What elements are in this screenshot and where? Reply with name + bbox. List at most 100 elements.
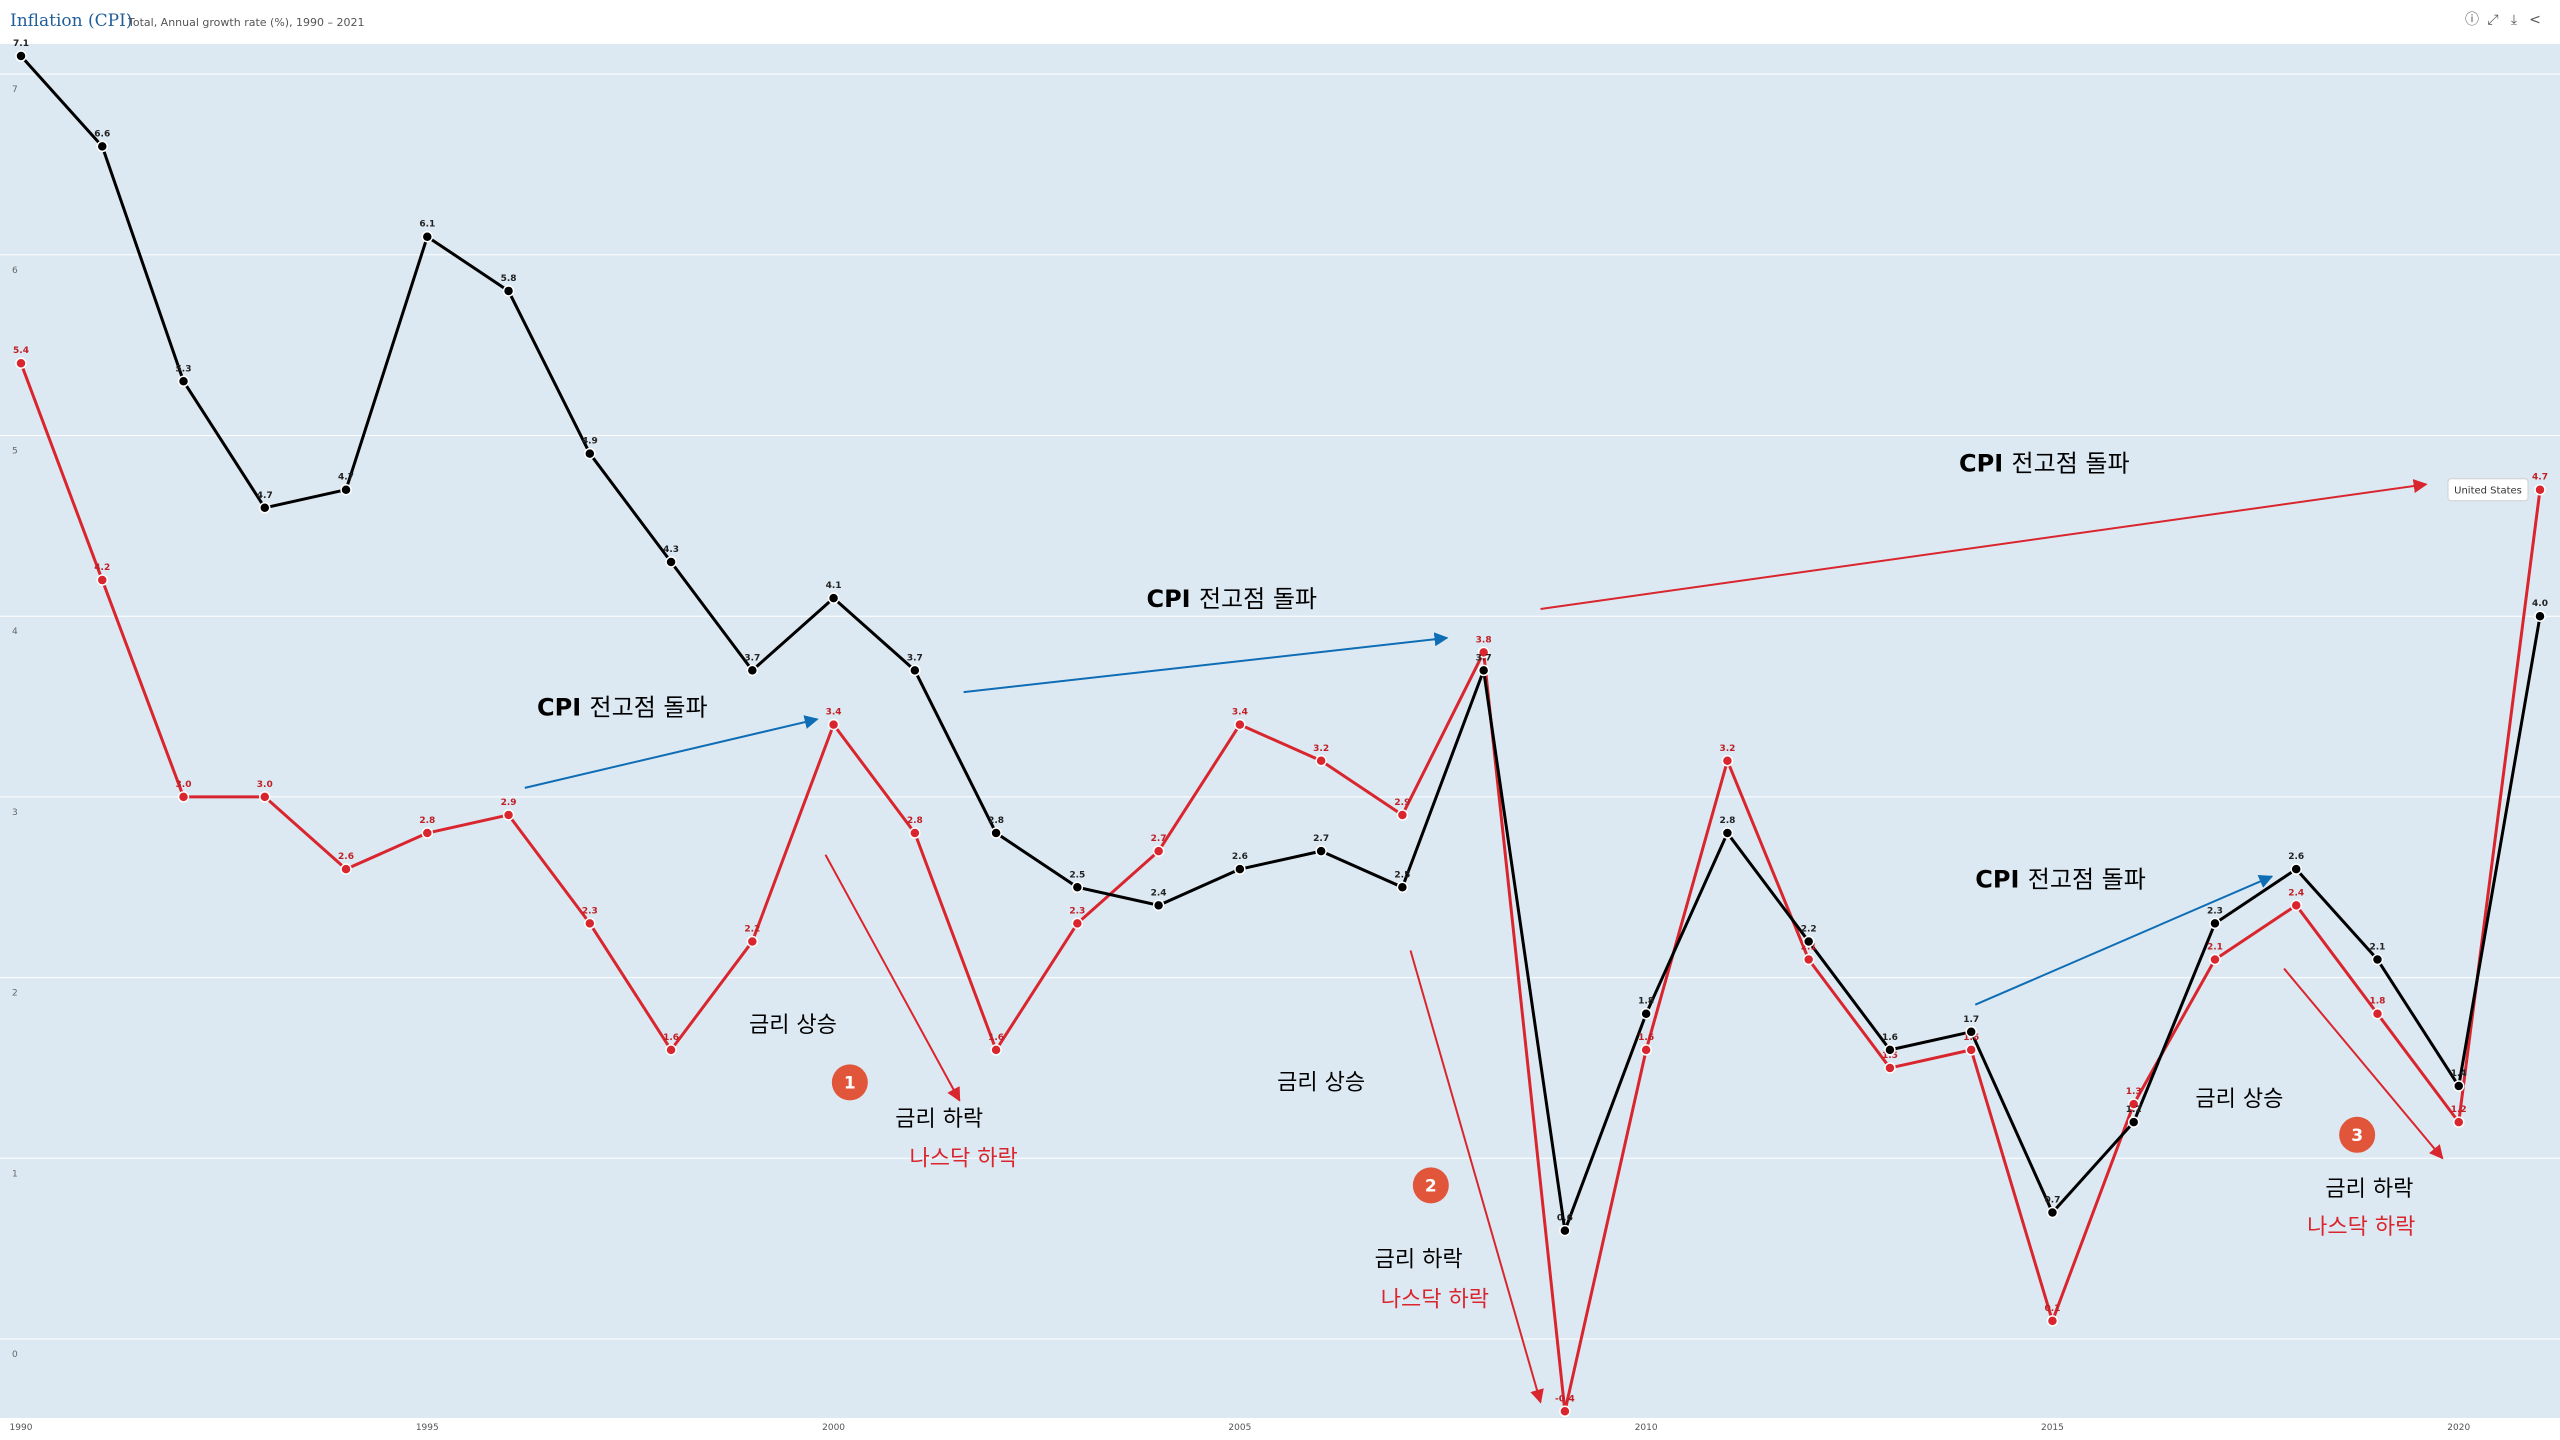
data-label: 1.6 [1882,1033,1898,1043]
data-label: 2.6 [1232,852,1248,862]
data-point [340,863,352,875]
x-tick-label: 1990 [10,1423,33,1433]
data-point [827,718,840,731]
data-label: 4.3 [663,545,679,555]
annotation-text-bold: CPI [1146,585,1199,613]
data-label: 2.3 [1069,906,1085,916]
chart-subtitle: Total, Annual growth rate (%), 1990 – 20… [128,16,365,29]
annotation-badge-number: 1 [844,1073,856,1093]
data-label: 4.2 [94,563,110,573]
series-tooltip [2447,478,2529,502]
annotation-text: 금리 하락 [895,1107,983,1132]
fullscreen-icon[interactable]: ⤢ [2487,12,2499,28]
data-label: 2.7 [1151,834,1167,844]
data-point [259,791,271,803]
data-label: 2.3 [2207,906,2223,916]
data-point [1965,1026,1977,1038]
data-label: 5.3 [176,364,192,374]
data-point [827,592,840,604]
data-point [2534,610,2546,622]
data-point [421,827,434,839]
data-label: 1.3 [2126,1087,2142,1097]
data-point [259,502,271,514]
data-point [1802,935,1815,948]
data-label: 3.4 [826,708,842,718]
data-label: 4.0 [2532,599,2548,609]
data-label: 1.6 [988,1033,1004,1043]
annotation-badge [2339,1116,2376,1153]
annotation-text: CPI 전고점 돌파 [1975,865,2146,893]
y-tick-label: 2 [12,989,18,999]
data-label: 2.2 [744,924,760,934]
data-point [2046,1315,2059,1327]
data-point [2290,899,2302,912]
data-point [665,556,677,568]
info-icon[interactable]: ⓘ [2465,12,2479,28]
data-label: 7.1 [13,39,29,49]
annotation-text-rest: 전고점 돌파 [590,694,708,722]
annotation-badge [831,1064,868,1101]
data-label: 2.1 [1801,943,1817,953]
data-label: 5.8 [501,274,517,284]
data-point [1071,917,1084,930]
data-point [1315,845,1327,857]
data-label: 6.1 [419,220,435,230]
y-tick-label: 7 [12,85,18,95]
data-point [1721,827,1734,839]
annotation-text: 금리 상승 [2195,1087,2283,1112]
data-point [177,375,190,388]
data-point [2534,483,2546,496]
download-icon[interactable]: ⤓ [2510,12,2518,28]
data-point [1234,718,1246,731]
data-point [421,230,434,243]
data-label: 4.7 [257,491,273,501]
annotation-text: CPI 전고점 돌파 [1146,585,1317,613]
data-point [2371,1007,2384,1020]
data-point [1721,755,1734,767]
data-label: 2.8 [419,816,435,826]
data-point [96,140,109,153]
data-label: 2.9 [501,798,517,808]
data-label: 3.4 [1232,708,1248,718]
annotation-text: CPI 전고점 돌파 [537,694,708,722]
annotation-arrow [963,632,1449,694]
data-point [1152,845,1165,857]
chart-title: Inflation (CPI) [10,11,133,31]
series-line [19,55,2542,1233]
data-label: 0.6 [1557,1214,1573,1224]
y-tick-label: 0 [12,1350,18,1360]
data-point [15,50,27,62]
data-label: 2.6 [338,852,354,862]
data-label: 1.2 [2451,1105,2467,1115]
x-tick-label: 2000 [822,1423,845,1433]
chart-header: Inflation (CPI) Total, Annual growth rat… [0,0,2560,44]
annotation-text: 금리 상승 [749,1013,837,1038]
data-point [340,483,352,496]
annotation-text-bold: CPI [537,694,590,722]
data-label: 2.3 [582,906,598,916]
data-point [502,809,515,821]
annotation-text-rest: 전고점 돌파 [2012,450,2130,478]
data-point [1152,899,1165,912]
data-label: 2.4 [2288,888,2304,898]
data-point [584,917,596,930]
annotation-arrow [2283,967,2444,1160]
data-label: 3.2 [1313,744,1329,754]
data-label: 3.7 [1476,653,1492,663]
data-point [909,664,921,677]
annotation-arrow [1540,479,2428,610]
share-icon[interactable]: < [2529,12,2541,28]
data-label: 2.4 [1151,888,1167,898]
data-label: 1.7 [1963,1015,1979,1025]
data-point [1884,1044,1896,1056]
annotation-text: 나스닥 하락 [2307,1215,2415,1240]
annotation-badge-number: 3 [2351,1126,2363,1146]
data-label: 3.7 [907,653,923,663]
data-label: 1.6 [1963,1033,1979,1043]
data-point [1071,881,1084,893]
data-point [990,827,1002,839]
data-label: 5.4 [13,346,29,356]
annotation-arrow [824,854,961,1102]
data-point [2127,1116,2140,1128]
y-tick-label: 6 [12,266,18,276]
